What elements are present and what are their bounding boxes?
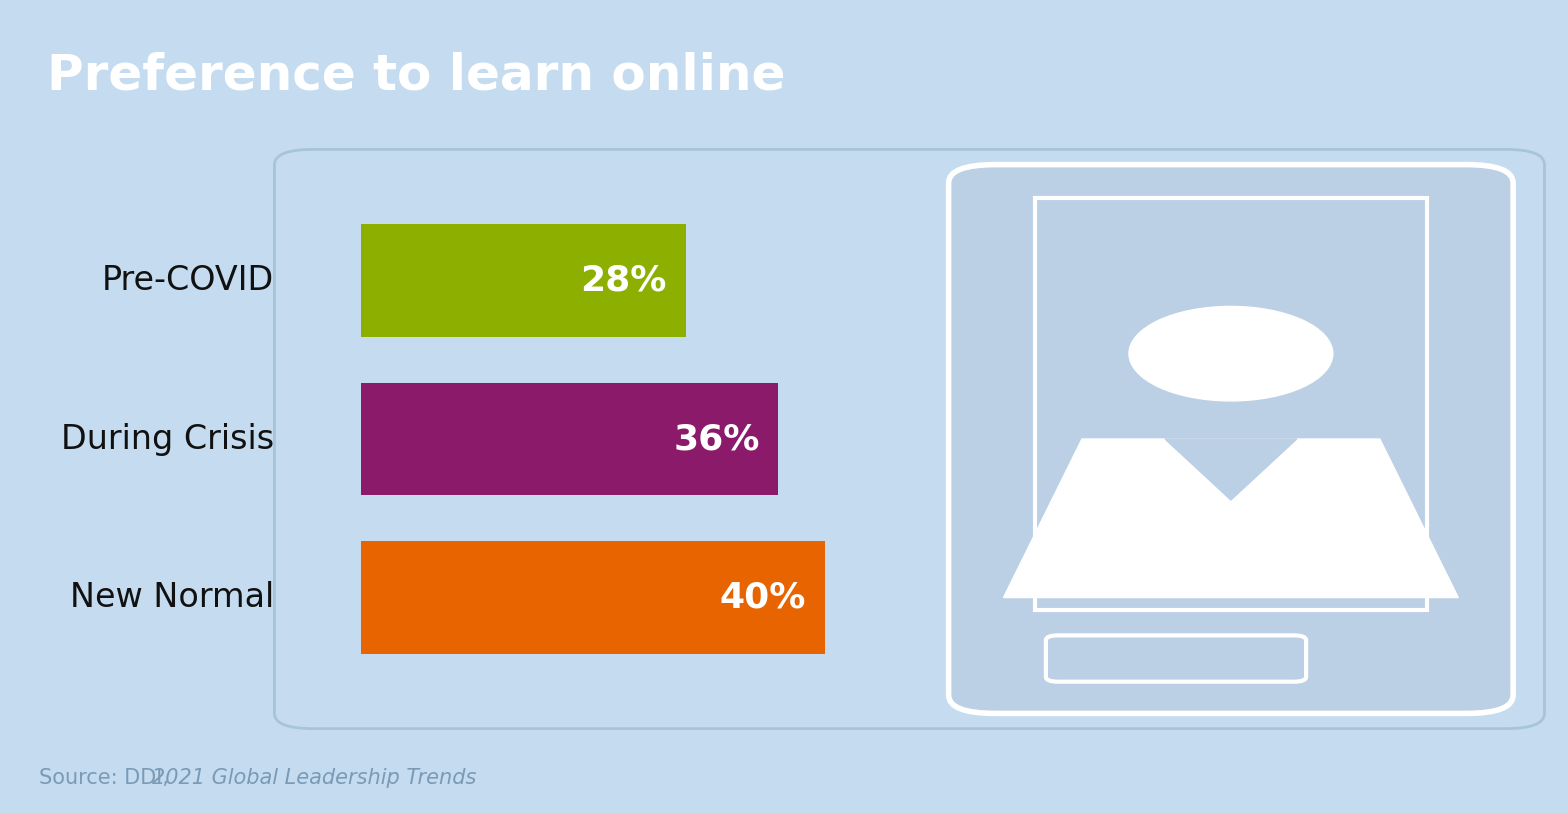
Ellipse shape bbox=[1129, 307, 1333, 401]
FancyBboxPatch shape bbox=[1046, 636, 1306, 681]
Polygon shape bbox=[1004, 439, 1458, 598]
FancyBboxPatch shape bbox=[361, 383, 778, 495]
Text: 28%: 28% bbox=[580, 263, 666, 298]
Text: 36%: 36% bbox=[673, 422, 759, 456]
FancyBboxPatch shape bbox=[361, 541, 825, 654]
Text: New Normal: New Normal bbox=[71, 581, 274, 614]
FancyBboxPatch shape bbox=[949, 164, 1513, 714]
FancyBboxPatch shape bbox=[361, 224, 685, 337]
Text: During Crisis: During Crisis bbox=[61, 423, 274, 455]
Text: 2021 Global Leadership Trends: 2021 Global Leadership Trends bbox=[152, 768, 477, 789]
Text: Pre-COVID: Pre-COVID bbox=[102, 264, 274, 297]
Text: Source: DDI,: Source: DDI, bbox=[39, 768, 176, 789]
Text: 40%: 40% bbox=[720, 580, 806, 615]
Text: Preference to learn online: Preference to learn online bbox=[47, 51, 786, 99]
FancyBboxPatch shape bbox=[274, 150, 1544, 728]
Polygon shape bbox=[1165, 439, 1297, 500]
FancyBboxPatch shape bbox=[1035, 198, 1427, 610]
